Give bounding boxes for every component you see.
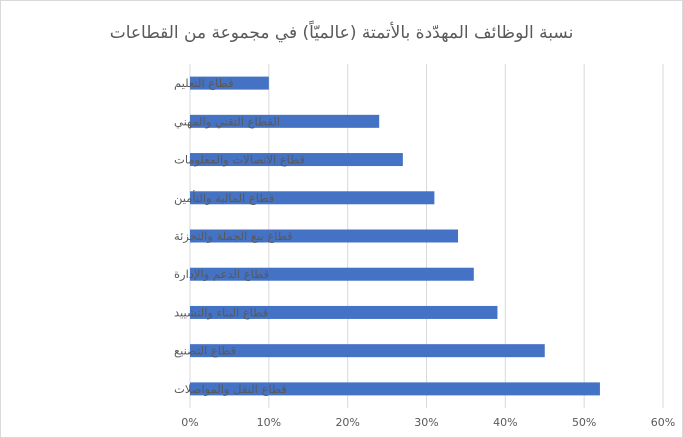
bar: [190, 76, 269, 90]
bar: [190, 114, 380, 128]
category-label: قطاع التعليم: [174, 76, 234, 90]
x-tick-label: 10%: [257, 416, 281, 429]
bar: [190, 344, 545, 358]
bar: [190, 191, 435, 205]
category-label: قطاع المالية والتأمين: [174, 190, 274, 206]
x-tick-label: 60%: [651, 416, 675, 429]
category-label: القطاع التقني والمهني: [174, 114, 280, 129]
category-label: قطاع بيع الجملة والتجزئة: [174, 229, 293, 244]
x-tick-label: 50%: [572, 416, 596, 429]
x-tick-label: 20%: [335, 416, 359, 429]
category-label: قطاع النقل والمواصلات: [174, 382, 287, 397]
category-label: قطاع التصنيع: [174, 344, 236, 358]
bar: [190, 305, 498, 319]
category-label: قطاع الدعم والإدارة: [174, 267, 269, 282]
bars: [190, 76, 600, 396]
category-label: قطاع الاتصالات والمعلومات: [174, 153, 305, 168]
x-tick-label: 0%: [181, 416, 198, 429]
x-tick-label: 30%: [414, 416, 438, 429]
category-label: قطاع البناء والتشييد: [174, 305, 268, 320]
chart-title: نسبة الوظائف المهدّدة بالأتمتة (عالميّاً…: [109, 23, 574, 43]
x-axis-ticks: 0% 10% 20% 30% 40% 50% 60%: [181, 416, 675, 429]
bar: [190, 153, 403, 167]
category-labels: قطاع التعليم القطاع التقني والمهني قطاع ال…: [174, 76, 305, 397]
bar: [190, 229, 459, 243]
x-tick-label: 40%: [493, 416, 517, 429]
bar: [190, 267, 474, 281]
bar: [190, 382, 600, 396]
